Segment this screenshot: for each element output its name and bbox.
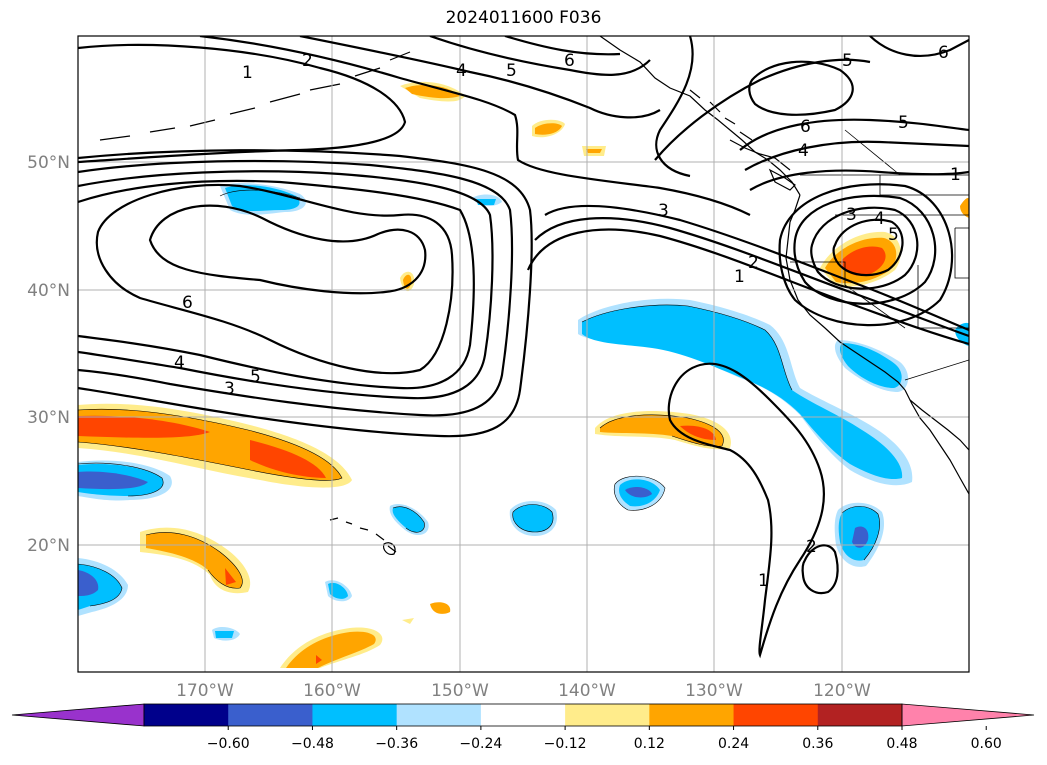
contour-label-6: 6 [800, 117, 811, 137]
contour-label-5: 5 [250, 367, 261, 387]
contour-label-4: 4 [456, 61, 467, 81]
contour-label-1: 1 [950, 165, 961, 185]
lat-label-20n: 20°N [27, 536, 70, 556]
contour-label-6: 6 [564, 51, 575, 71]
colorbar-tick-label: −0.12 [544, 736, 587, 752]
contour-label-5: 5 [842, 51, 853, 71]
colorbar-extend-low [11, 703, 145, 727]
lon-label-170w: 170°W [176, 681, 234, 701]
colorbar-segment [144, 704, 229, 726]
lat-label-40n: 40°N [27, 281, 70, 301]
contour-label-4: 4 [174, 353, 185, 373]
contour-label-5: 5 [506, 61, 517, 81]
colorbar-outline [143, 703, 903, 727]
colorbar: −0.60 −0.48 −0.36 −0.24 −0.12 0.12 0.24 0.36 0.4… [11, 703, 1035, 752]
contour-label-group: 1 2 4 5 6 5 6 6 5 4 1 3 3 4 5 2 1 6 4 5 … [174, 43, 961, 591]
contour-label-2: 2 [748, 253, 759, 273]
map-frame [77, 35, 970, 673]
colorbar-extend-high [901, 703, 1035, 727]
lon-label-150w: 150°W [431, 681, 489, 701]
colorbar-tick-label: 0.12 [634, 736, 665, 752]
contour-label-1: 1 [242, 63, 253, 83]
colorbar-tick-label: −0.36 [375, 736, 418, 752]
contour-label-5: 5 [898, 113, 909, 133]
lon-label-130w: 130°W [685, 681, 743, 701]
lat-label-50n: 50°N [27, 153, 70, 173]
colorbar-segment [649, 704, 735, 726]
colorbar-segment [396, 704, 482, 726]
contour-label-4: 4 [874, 209, 885, 229]
map-title: 2024011600 F036 [445, 8, 602, 28]
contour-label-5: 5 [888, 225, 899, 245]
colorbar-tick-label: −0.24 [459, 736, 502, 752]
colorbar-tick-label: −0.48 [291, 736, 334, 752]
contour-label-3: 3 [224, 379, 235, 399]
colorbar-segment [228, 704, 313, 726]
colorbar-tick-label: 0.24 [718, 736, 749, 752]
negative-anomaly-shading [78, 183, 969, 641]
colorbar-segment [312, 704, 398, 726]
contour-label-1: 1 [734, 267, 745, 287]
colorbar-segment [480, 704, 566, 726]
contour-label-2: 2 [302, 51, 313, 71]
lon-label-160w: 160°W [303, 681, 361, 701]
longitude-labels: 170°W 160°W 150°W 140°W 130°W 120°W [176, 681, 871, 701]
colorbar-tick-label: 0.36 [802, 736, 833, 752]
colorbar-segment [817, 704, 903, 726]
contour-label-4: 4 [798, 141, 809, 161]
colorbar-tick-label: −0.60 [207, 736, 250, 752]
positive-anomaly-shading [78, 81, 969, 668]
contour-lines [78, 36, 969, 659]
contour-label-6: 6 [182, 293, 193, 313]
colorbar-segment [565, 704, 650, 726]
latitude-labels: 50°N 40°N 30°N 20°N [27, 153, 70, 556]
lon-label-120w: 120°W [813, 681, 871, 701]
contour-label-2: 2 [806, 537, 817, 557]
contour-label-6: 6 [938, 43, 949, 63]
lon-label-140w: 140°W [558, 681, 616, 701]
contour-label-1: 1 [758, 571, 769, 591]
contour-label-3: 3 [658, 201, 669, 221]
colorbar-segment [733, 704, 819, 726]
contour-label-3: 3 [846, 205, 857, 225]
colorbar-tick-label: 0.48 [886, 736, 917, 752]
lat-label-30n: 30°N [27, 408, 70, 428]
colorbar-tick-label: 0.60 [971, 736, 1002, 752]
